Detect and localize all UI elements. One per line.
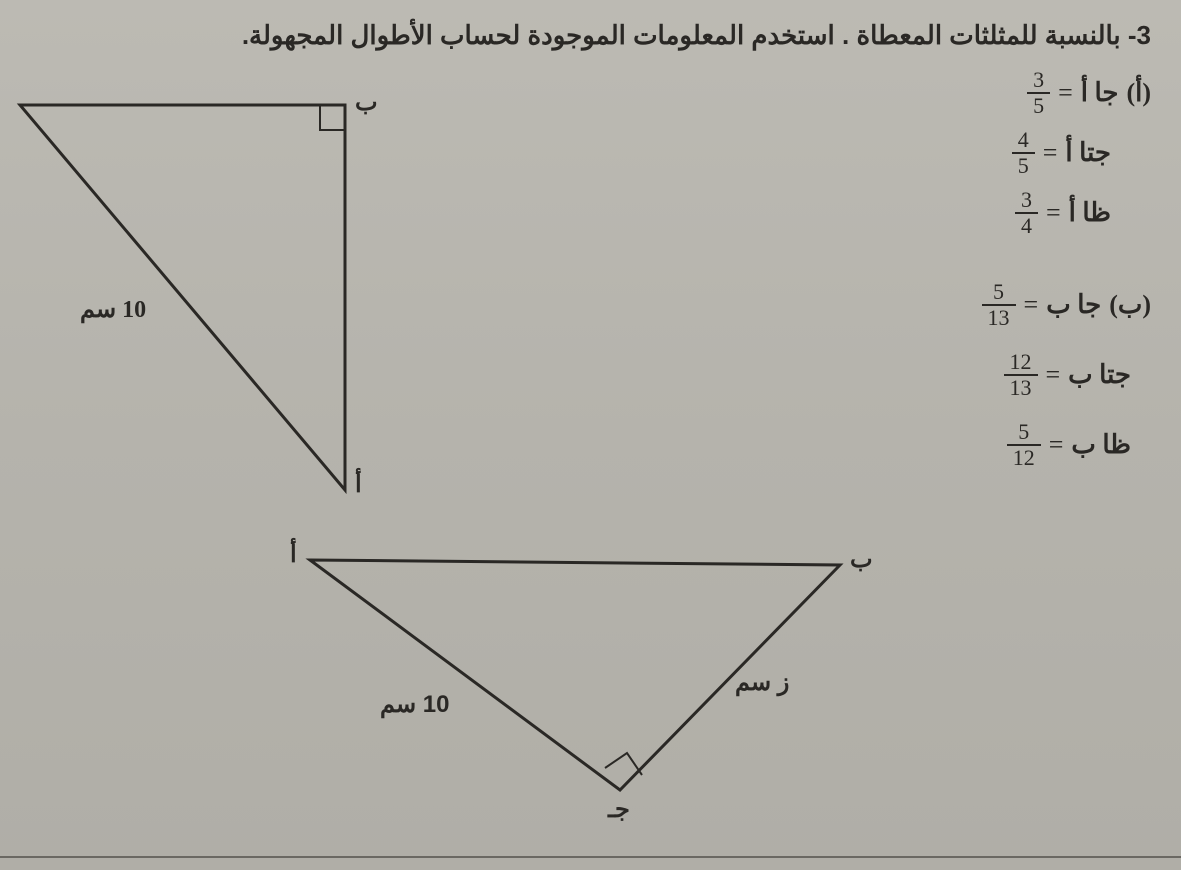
t1-vertex-B: ب — [355, 88, 378, 117]
triangle-1-shape — [20, 105, 345, 490]
triangle-1 — [20, 105, 345, 490]
t2-vertex-B: ب — [850, 545, 873, 574]
page-background: 3- بالنسبة للمثلثات المعطاة . استخدم الم… — [0, 0, 1181, 870]
bottom-rule — [0, 856, 1181, 858]
t2-vertex-C: جـ — [608, 795, 630, 824]
diagram-svg — [0, 0, 1181, 870]
t1-hyp-label: 10 سم — [80, 295, 146, 324]
t1-hyp-text: 10 سم — [80, 297, 146, 323]
t2-vertex-A: أ — [290, 540, 297, 569]
t2-side-BC: ز سم — [735, 668, 789, 697]
t1-vertex-A: أ — [355, 470, 362, 499]
t2-side-AC: 10 سم — [380, 690, 449, 719]
triangle-1-right-angle — [320, 105, 345, 130]
